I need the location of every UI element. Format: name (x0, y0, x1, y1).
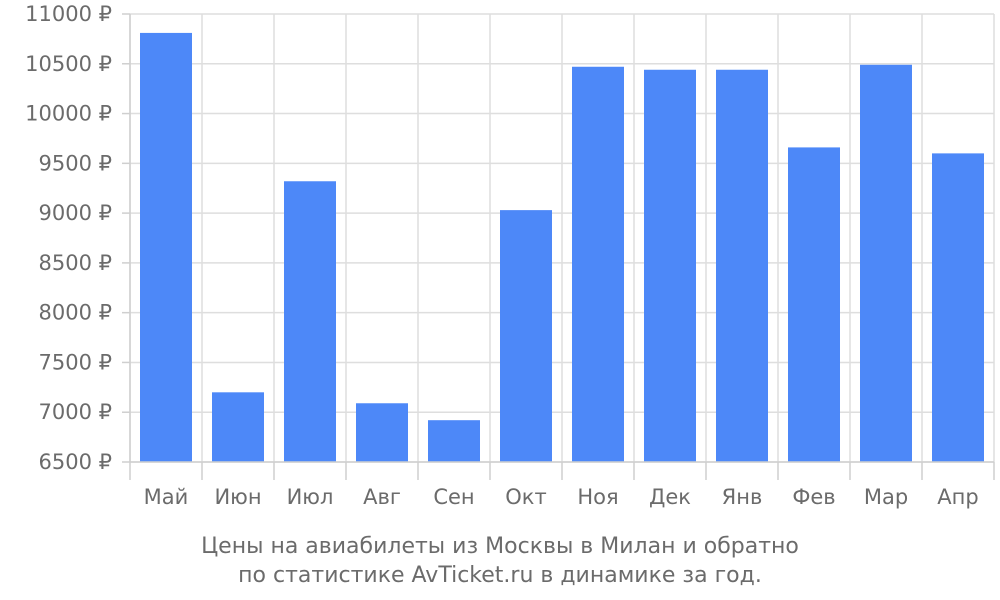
y-tick-label: 10500 ₽ (25, 52, 112, 76)
bar-3 (284, 181, 336, 462)
y-tick-label: 8500 ₽ (39, 251, 112, 275)
x-tick-labels: Май Июн Июл Авг Сен Окт Ноя Дек Янв Фев Мар Апр (144, 485, 979, 509)
x-tick-label: Дек (649, 485, 691, 509)
bar-6 (500, 210, 552, 462)
y-tick-label: 8000 ₽ (39, 301, 112, 325)
bar-12 (932, 153, 984, 462)
y-tick-label: 6500 ₽ (39, 450, 112, 474)
x-tick-label: Сен (433, 485, 474, 509)
bars (140, 32, 984, 463)
chart-caption-line-1: Цены на авиабилеты из Москвы в Милан и о… (201, 534, 799, 559)
y-tick-label: 9000 ₽ (39, 201, 112, 225)
bar-5 (428, 420, 480, 462)
y-tick-label: 7000 ₽ (39, 400, 112, 424)
y-tick-labels: 6500 ₽ 7000 ₽ 7500 ₽ 8000 ₽ 8500 ₽ 9000 ₽ 9500… (25, 2, 112, 474)
y-tick-label: 10000 ₽ (25, 102, 112, 126)
bar-7 (572, 66, 624, 463)
bar-1 (140, 32, 192, 462)
bar-2 (212, 392, 264, 462)
bar-9 (716, 69, 768, 463)
x-tick-label: Июн (214, 485, 261, 509)
bar-10 (788, 147, 840, 462)
bar-chart: 6500 ₽ 7000 ₽ 7500 ₽ 8000 ₽ 8500 ₽ 9000 ₽ 9500… (25, 2, 995, 509)
y-tick-label: 9500 ₽ (39, 151, 112, 175)
y-tick-label: 11000 ₽ (25, 2, 112, 26)
x-tick-label: Ноя (577, 485, 618, 509)
axes (122, 13, 995, 480)
x-tick-label: Июл (287, 485, 334, 509)
x-tick-label: Авг (363, 485, 401, 509)
x-tick-label: Янв (722, 485, 763, 509)
chart-caption-line-2: по статистике AvTicket.ru в динамике за … (238, 563, 762, 588)
x-tick-label: Окт (505, 485, 546, 509)
y-tick-label: 7500 ₽ (39, 350, 112, 374)
bar-8 (644, 69, 696, 463)
x-tick-label: Май (144, 485, 189, 509)
x-tick-label: Фев (792, 485, 835, 509)
x-tick-label: Мар (864, 485, 908, 509)
bar-11 (860, 64, 912, 463)
bar-4 (356, 403, 408, 462)
x-tick-label: Апр (937, 485, 978, 509)
